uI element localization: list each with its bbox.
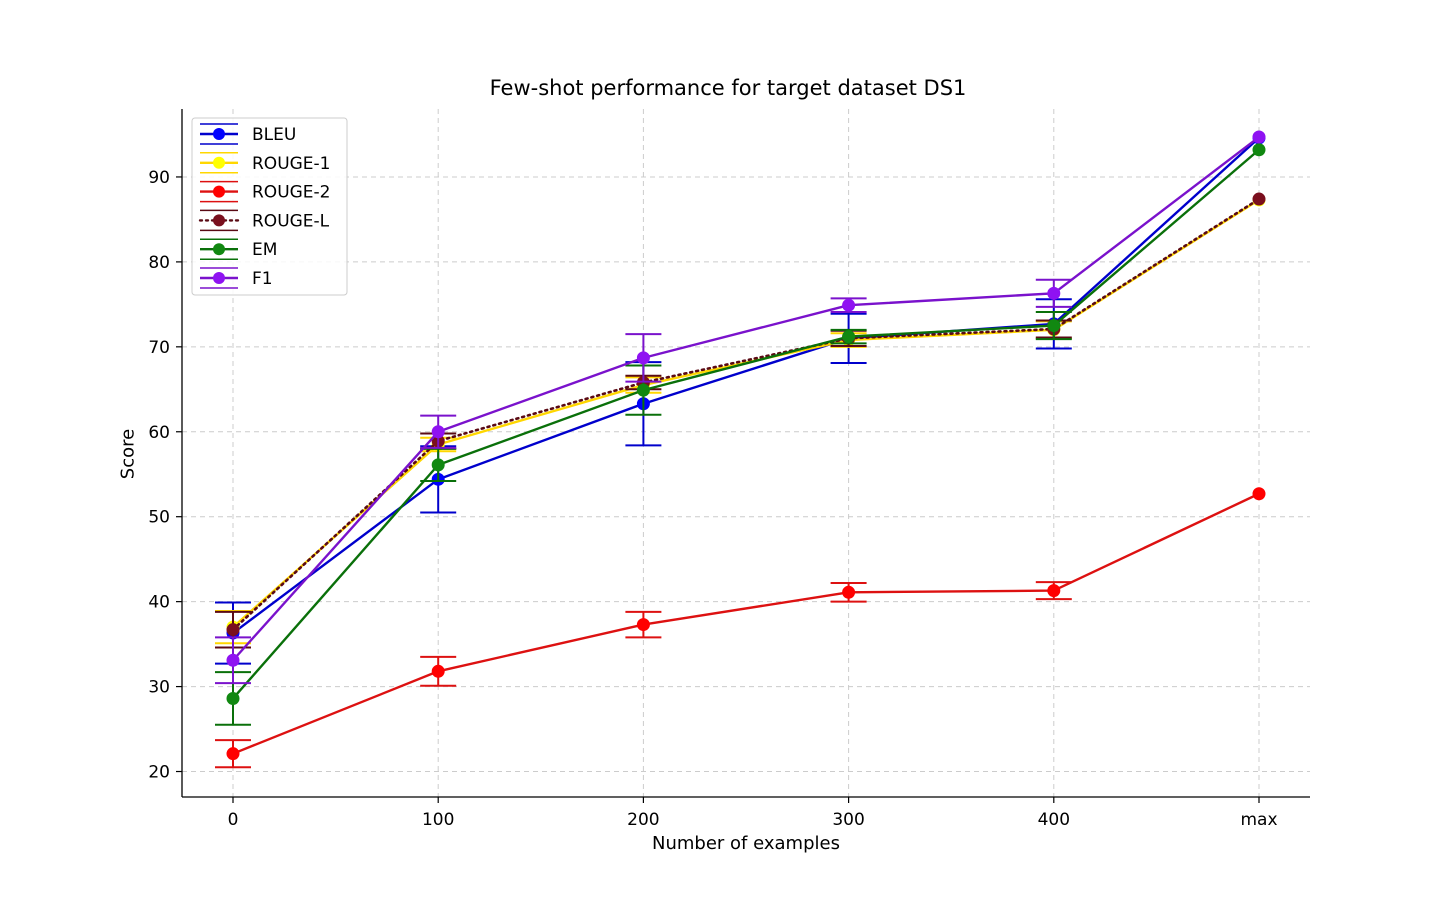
legend-label: BLEU: [252, 125, 296, 145]
x-tick-label: 400: [1038, 810, 1070, 830]
data-point: [431, 425, 445, 439]
series-line: [232, 136, 1260, 662]
legend-item-em: EM: [200, 238, 277, 260]
legend-marker: [213, 272, 225, 284]
data-point: [1047, 584, 1061, 598]
data-point: [226, 653, 240, 667]
x-tick-label: 100: [422, 810, 454, 830]
x-tick-label: 300: [832, 810, 864, 830]
x-axis-label: Number of examples: [652, 833, 840, 854]
y-tick-label: 90: [148, 168, 170, 188]
series-line: [232, 136, 1260, 635]
data-point: [1252, 143, 1266, 157]
data-point: [431, 458, 445, 472]
data-point: [1047, 286, 1061, 300]
legend-item-rouge-l: ROUGE-L: [198, 209, 330, 231]
data-point: [1252, 487, 1266, 501]
legend-label: ROUGE-1: [252, 154, 331, 174]
series-rouge-l: [215, 192, 1266, 649]
series-f1: [215, 130, 1266, 685]
data-point: [636, 383, 650, 397]
legend: BLEU ROUGE-1 ROUGE-2 ROUGE-L EM F1: [191, 117, 348, 296]
legend-marker: [213, 185, 225, 198]
legend-label: ROUGE-2: [252, 183, 331, 203]
series-line: [232, 492, 1260, 755]
y-tick-label: 60: [148, 423, 170, 443]
data-point: [636, 618, 650, 632]
data-point: [636, 351, 650, 365]
data-point: [842, 330, 856, 344]
data-point: [842, 298, 856, 312]
legend-marker: [213, 243, 225, 256]
series-line: [232, 198, 1260, 629]
series-rouge-1: [215, 193, 1266, 645]
series-layer: [215, 130, 1266, 769]
y-tick-label: 40: [148, 593, 170, 613]
legend-item-rouge-1: ROUGE-1: [200, 152, 331, 174]
series-rouge-2: [215, 487, 1266, 769]
legend-marker: [213, 214, 225, 227]
legend-item-f1: F1: [200, 267, 273, 289]
axes: 0 100 200 300 400 max 20 30 40 50 60 70 80 90: [148, 109, 1310, 830]
legend-item-rouge-2: ROUGE-2: [200, 180, 331, 203]
data-point: [431, 664, 445, 678]
y-tick-label: 80: [148, 253, 170, 273]
x-tick-label: 200: [627, 810, 659, 830]
legend-marker: [213, 128, 225, 140]
y-tick-label: 50: [148, 508, 170, 528]
x-tick-label: 0: [228, 810, 239, 830]
series-line: [232, 148, 1260, 700]
data-point: [842, 585, 856, 599]
data-point: [226, 747, 240, 761]
legend-label: EM: [252, 240, 277, 260]
legend-label: ROUGE-L: [252, 211, 330, 231]
y-tick-label: 20: [148, 763, 170, 783]
legend-label: F1: [252, 269, 273, 289]
x-tick-label: max: [1240, 810, 1277, 830]
y-tick-label: 30: [148, 678, 170, 698]
chart-title: Few-shot performance for target dataset …: [489, 76, 967, 100]
data-point: [1252, 192, 1266, 206]
legend-item-bleu: BLEU: [200, 123, 296, 145]
series-em: [215, 143, 1266, 726]
data-point: [226, 623, 240, 637]
data-point: [226, 691, 240, 705]
series-line: [231, 197, 1261, 631]
grid-lines: [182, 109, 1310, 797]
legend-marker: [213, 156, 225, 169]
y-tick-label: 70: [148, 338, 170, 358]
data-point: [1047, 319, 1061, 333]
data-point: [1252, 130, 1266, 144]
series-bleu: [215, 131, 1266, 665]
